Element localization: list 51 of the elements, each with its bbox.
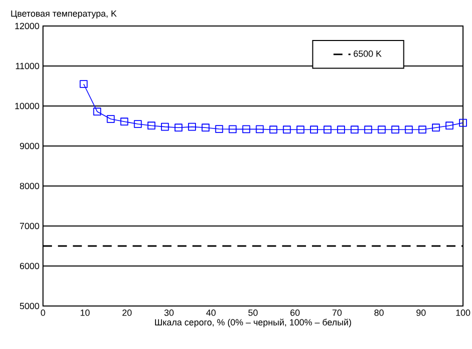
y-tick-label: 8000 bbox=[20, 182, 40, 190]
point bbox=[432, 124, 440, 132]
x-tick-label: 20 bbox=[122, 310, 132, 316]
x-tick-label: 90 bbox=[416, 310, 426, 316]
x-tick-label: 10 bbox=[80, 310, 90, 316]
y-tick-label: 12000 bbox=[15, 22, 40, 30]
point bbox=[134, 120, 142, 128]
legend-label: 6500 K bbox=[354, 50, 382, 57]
point bbox=[242, 125, 250, 134]
point bbox=[160, 122, 169, 131]
point bbox=[337, 126, 346, 134]
point bbox=[256, 125, 264, 134]
y-tick-label: 6000 bbox=[20, 262, 40, 270]
point bbox=[202, 124, 210, 132]
x-axis-title: Шкала серого, % (0% – черный, 100% – белый) bbox=[155, 318, 352, 328]
y-tick-label: 7000 bbox=[20, 222, 40, 230]
x-tick-label: 40 bbox=[206, 310, 216, 316]
point bbox=[188, 122, 196, 131]
point bbox=[350, 126, 359, 134]
point bbox=[269, 126, 278, 134]
point bbox=[93, 108, 102, 116]
point bbox=[378, 126, 386, 134]
y-tick-label: 11000 bbox=[16, 62, 40, 70]
point bbox=[364, 126, 372, 134]
point bbox=[446, 122, 454, 130]
point bbox=[80, 80, 88, 88]
x-tick-label: 70 bbox=[332, 310, 342, 316]
y-tick-label: 5000 bbox=[20, 302, 40, 310]
x-tick-label: 80 bbox=[374, 310, 384, 316]
y-tick-label: 10000 bbox=[15, 102, 40, 110]
x-tick-label: 50 bbox=[248, 310, 258, 316]
point bbox=[215, 125, 224, 133]
point bbox=[459, 118, 467, 127]
point bbox=[324, 126, 332, 134]
point bbox=[391, 126, 400, 134]
point bbox=[296, 126, 304, 134]
point bbox=[310, 126, 318, 134]
point bbox=[120, 118, 128, 126]
y-tick-label: 9000 bbox=[20, 142, 40, 150]
x-tick-label: 0 bbox=[40, 310, 46, 316]
x-tick-label: 100 bbox=[456, 310, 470, 316]
point bbox=[282, 126, 291, 134]
point bbox=[418, 126, 426, 134]
x-tick-label: 60 bbox=[290, 310, 300, 316]
point bbox=[174, 124, 182, 132]
point bbox=[404, 126, 413, 134]
x-tick-label: 30 bbox=[164, 310, 174, 316]
point bbox=[228, 125, 237, 134]
point bbox=[106, 115, 115, 123]
y-axis-title: Цветовая температура, K bbox=[11, 10, 117, 18]
point bbox=[147, 122, 156, 130]
